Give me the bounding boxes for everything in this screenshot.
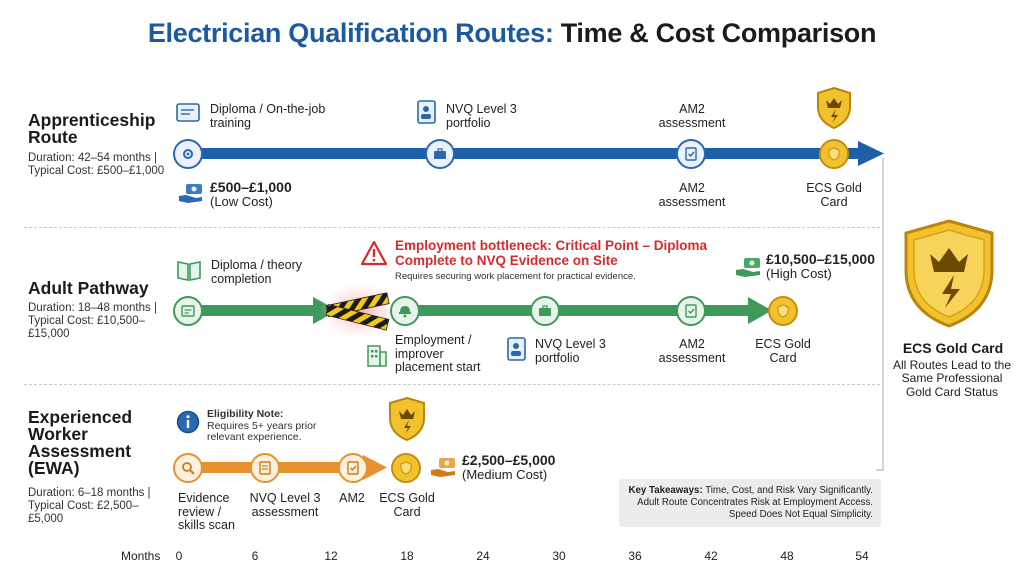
shield-badge-icon: [768, 296, 798, 326]
hazard-tape-icon: [319, 283, 399, 339]
milestone-label: NVQ Level 3 assessment: [249, 491, 321, 519]
row-separator: [24, 227, 880, 228]
worker-helmet-icon: [390, 296, 420, 326]
axis-tick: 24: [476, 549, 490, 563]
milestone-label: AM2: [339, 491, 365, 505]
route-cost: Typical Cost: £10,500–£15,000: [28, 315, 145, 340]
axis-tick: 36: [628, 549, 642, 563]
gold-shield-icon: [389, 396, 425, 442]
route-cost: Typical Cost: £2,500–£5,000: [28, 500, 139, 525]
clipboard-check-icon: [676, 296, 706, 326]
gold-card-shield-icon: [904, 219, 994, 328]
axis-label: Months: [121, 549, 161, 563]
portfolio-icon: [507, 337, 526, 361]
milestone-label: ECS Gold Card: [755, 337, 811, 365]
eligibility-label: Eligibility Note:: [207, 408, 284, 420]
route-cost: Typical Cost: £500–£1,000: [28, 165, 165, 177]
eligibility-text: Requires 5+ years prior relevant experie…: [207, 419, 317, 443]
shield-badge-icon: [391, 453, 421, 483]
cost-level: (Medium Cost): [462, 467, 548, 482]
axis-tick: 18: [400, 549, 414, 563]
axis-tick: 54: [855, 549, 869, 563]
money-hand-icon: [431, 458, 455, 477]
milestone-label: Employment / improver placement start: [395, 333, 481, 374]
milestone-label: Diploma / theory completion: [211, 258, 303, 286]
row-separator: [24, 384, 880, 385]
clipboard-check-icon: [338, 453, 368, 483]
axis-tick: 30: [552, 549, 566, 563]
milestone-label: AM2 assessment: [658, 102, 726, 130]
info-icon: [176, 410, 200, 434]
milestone-label: ECS Gold Card: [379, 491, 435, 519]
cost-badge: £500–£1,000 (Low Cost): [210, 180, 292, 209]
briefcase-icon: [425, 139, 455, 169]
bottleneck-title: Employment bottleneck: Critical Point – …: [395, 238, 708, 268]
portfolio-icon: [417, 100, 436, 124]
cost-amount: £2,500–£5,000: [462, 452, 556, 468]
milestone-label: NVQ Level 3 portfolio: [535, 337, 606, 365]
book-icon: [177, 261, 201, 281]
milestone-label: ECS Gold Card: [806, 181, 862, 209]
route-title-adult: Adult Pathway: [28, 278, 149, 298]
axis-tick: 42: [704, 549, 718, 563]
apprenticeship-timeline-arrow: [180, 141, 884, 166]
document-icon: [250, 453, 280, 483]
route-duration: Duration: 18–48 months |: [28, 302, 157, 314]
bottleneck-note: Requires securing work placement for pra…: [395, 271, 636, 282]
cost-badge: £2,500–£5,000 (Medium Cost): [462, 453, 555, 482]
cost-badge: £10,500–£15,000 (High Cost): [766, 252, 875, 281]
axis-tick: 48: [780, 549, 794, 563]
takeaways-text: Time, Cost, and Risk Vary Significantly.…: [637, 485, 873, 520]
axis-tick: 6: [251, 549, 259, 563]
summary-text: All Routes Lead to the Same Professional…: [892, 358, 1012, 399]
page-title: Electrician Qualification Routes: Time &…: [147, 18, 877, 48]
diploma-icon: [176, 103, 200, 122]
building-icon: [367, 345, 387, 367]
cost-level: (Low Cost): [210, 194, 273, 209]
warning-icon: [360, 240, 388, 266]
eligibility-note: Eligibility Note: Requires 5+ years prio…: [207, 408, 327, 444]
takeaways-label: Key Takeaways:: [628, 485, 703, 496]
gear-icon: [173, 139, 203, 169]
briefcase-icon: [530, 296, 560, 326]
summary-title: ECS Gold Card: [902, 340, 1004, 356]
certificate-icon: [173, 296, 203, 326]
cost-level: (High Cost): [766, 266, 832, 281]
clipboard-check-icon: [676, 139, 706, 169]
money-hand-icon: [736, 258, 760, 277]
milestone-label: NVQ Level 3 portfolio: [446, 102, 517, 130]
summary-connector: [876, 158, 884, 471]
route-duration: Duration: 6–18 months |: [28, 487, 151, 499]
route-title-apprenticeship: Apprenticeship Route: [28, 110, 156, 147]
money-hand-icon: [179, 184, 202, 203]
milestone-label: AM2 assessment: [658, 181, 726, 209]
milestone-label: AM2 assessment: [658, 337, 726, 365]
magnifier-icon: [173, 453, 203, 483]
cost-amount: £500–£1,000: [210, 179, 292, 195]
gold-shield-icon: [817, 86, 851, 130]
route-duration: Duration: 42–54 months |: [28, 152, 157, 164]
milestone-label: Evidence review / skills scan: [178, 491, 235, 532]
milestone-label: Diploma / On-the-job training: [210, 102, 326, 130]
key-takeaways-box: Key Takeaways: Time, Cost, and Risk Vary…: [619, 479, 881, 527]
axis-tick: 0: [175, 549, 183, 563]
route-title-ewa: Experienced Worker Assessment (EWA): [28, 407, 133, 478]
shield-badge-icon: [819, 139, 849, 169]
axis-tick: 12: [324, 549, 338, 563]
cost-amount: £10,500–£15,000: [766, 251, 875, 267]
